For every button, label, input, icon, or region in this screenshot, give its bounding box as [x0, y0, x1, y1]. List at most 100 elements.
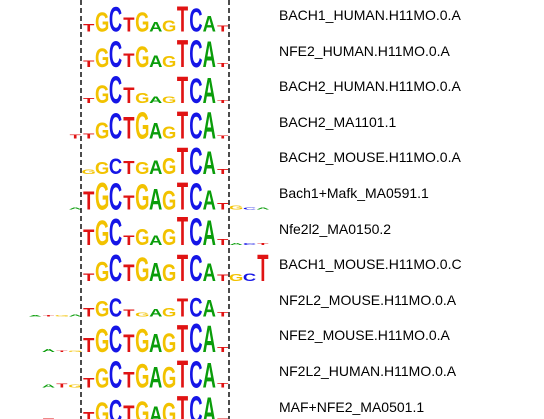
logo-letter-a: A: [149, 402, 162, 419]
logo-letter-a: A: [203, 34, 216, 76]
logo-letter-g: G: [95, 119, 109, 144]
logo-letter-t: T: [177, 316, 188, 361]
logo-letter-t: T: [123, 84, 135, 108]
logo-letter-t: T: [123, 192, 134, 215]
logo-letter-g: G: [82, 169, 96, 176]
logo-letter-t: T: [83, 227, 95, 251]
logo-letter-c: C: [189, 387, 202, 419]
logo-letter-c: C: [109, 107, 122, 147]
logo-letter-t: T: [177, 248, 189, 290]
logo-letter-t: T: [56, 383, 68, 389]
logo-letter-t: T: [177, 70, 189, 112]
logo-letter-t: T: [217, 273, 228, 283]
logo-letter-a: A: [42, 384, 56, 389]
logo-letter-t: T: [43, 315, 54, 317]
logo-letter-c: C: [189, 71, 202, 110]
logo-letter-g: G: [135, 178, 149, 218]
logo-letter-t: T: [217, 135, 228, 140]
motif-label: NFE2_HUMAN.H11MO.0.A: [279, 42, 450, 59]
logo-letter-t: T: [83, 306, 95, 319]
logo-letter-t: T: [177, 103, 188, 148]
motif-label: BACH2_HUMAN.H11MO.0.A: [279, 78, 461, 95]
logo-letter-a: A: [149, 120, 162, 144]
logo-letter-g: G: [162, 123, 176, 143]
logo-letter-c: C: [109, 394, 122, 419]
logo-letter-t: T: [177, 387, 188, 419]
sequence-logo-panel: T G C T G A G T C A TT G C T G A G T C A TT G C T G A G T C A TT T G C T G A…: [28, 0, 271, 419]
logo-letter-t: T: [217, 382, 229, 389]
logo-letter-t: T: [217, 418, 229, 419]
logo-letter-g: G: [162, 54, 176, 71]
logo-letter-t: T: [123, 51, 135, 73]
logo-letter-g: G: [162, 225, 176, 250]
logo-letter-c: C: [109, 34, 122, 76]
logo-letter-g: G: [135, 312, 149, 318]
logo-letter-t: T: [83, 22, 95, 35]
logo-letter-c: C: [109, 0, 122, 39]
motif-label: Nfe2l2_MA0150.2: [279, 220, 392, 237]
logo-letter-t: T: [123, 400, 135, 419]
logo-letter-t: T: [70, 134, 82, 140]
logo-letter-c: C: [189, 248, 202, 290]
logo-letter-a: A: [28, 315, 42, 317]
logo-letter-t: T: [43, 418, 55, 419]
logo-letter-g: G: [162, 95, 176, 105]
logo-letter-g: G: [135, 41, 149, 75]
logo-letter-t: T: [83, 410, 95, 419]
logo-letter-t: T: [123, 369, 135, 393]
logo-letter-c: C: [109, 354, 122, 396]
logo-letter-g: G: [162, 154, 176, 179]
logo-letter-a: A: [149, 234, 163, 249]
motif-label: BACH2_MOUSE.H11MO.0.A: [279, 149, 461, 166]
logo-letter-g: G: [135, 396, 149, 419]
logo-letter-c: C: [109, 319, 122, 361]
logo-letter-a: A: [149, 157, 163, 179]
logo-letter-g: G: [229, 205, 243, 211]
logo-letter-g: G: [95, 257, 109, 288]
logo-letter-a: A: [203, 295, 216, 322]
logo-letter-t: T: [83, 187, 94, 216]
logo-letter-g: G: [95, 174, 109, 219]
logo-letter-c: C: [109, 67, 122, 112]
logo-letter-g: G: [135, 105, 149, 147]
logo-letter-c: C: [189, 31, 202, 76]
logo-letter-g: G: [95, 298, 109, 322]
motif-label: Bach1+Mafk_MA0591.1: [279, 185, 429, 201]
logo-letter-a: A: [149, 183, 162, 217]
logo-letter-g: G: [135, 158, 149, 178]
logo-letter-t: T: [123, 14, 134, 37]
logo-letter-c: C: [189, 292, 202, 322]
logo-letter-t: T: [257, 248, 269, 290]
logo-letter-g: G: [55, 315, 69, 317]
logo-letter-g: G: [68, 350, 82, 352]
logo-letter-t: T: [217, 167, 229, 175]
logo-letter-g: G: [95, 43, 109, 73]
logo-letter-c: C: [109, 176, 122, 218]
logo-letter-a: A: [149, 307, 162, 320]
logo-letter-g: G: [95, 364, 109, 395]
motif-label: MAF+NFE2_MA0501.1: [279, 398, 425, 415]
logo-letter-a: A: [149, 95, 163, 105]
logo-letter-t: T: [56, 350, 67, 352]
logo-letter-g: G: [68, 384, 82, 389]
motif-logo-row: ATGCTGCTGAGTCAT: [43, 387, 229, 419]
logo-letter-c: C: [189, 2, 202, 39]
logo-letter-g: G: [229, 272, 243, 284]
logo-letter-t: T: [123, 112, 135, 146]
logo-letter-g: G: [162, 306, 176, 319]
logo-letter-c: C: [189, 105, 202, 147]
logo-letter-g: G: [95, 158, 109, 178]
logo-letter-a: A: [149, 361, 162, 395]
logo-letter-g: G: [162, 327, 176, 357]
logo-letter-a: A: [149, 258, 162, 287]
logo-letter-g: G: [135, 322, 149, 359]
logo-letter-t: T: [177, 31, 188, 76]
